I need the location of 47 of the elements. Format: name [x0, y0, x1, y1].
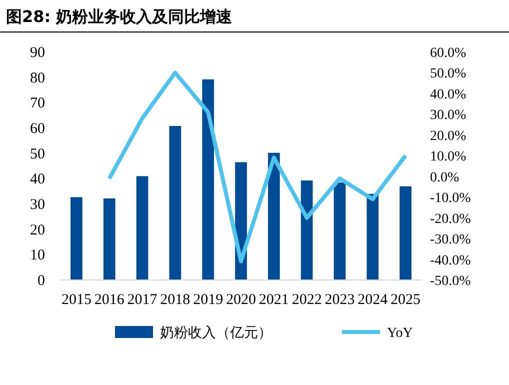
x-tick-label: 2023	[324, 292, 355, 308]
y-tick-label: 20	[30, 222, 45, 238]
bar	[70, 197, 82, 280]
y2-tick-label: 60.0%	[430, 46, 466, 61]
x-tick-label: 2019	[193, 292, 224, 308]
y2-tick-label: -40.0%	[430, 253, 472, 268]
y-tick-label: 0	[38, 273, 45, 289]
y-tick-label: 90	[30, 45, 45, 61]
bar	[334, 182, 346, 280]
bar	[400, 186, 412, 280]
x-tick-label: 2022	[292, 292, 322, 308]
y2-tick-label: 50.0%	[430, 66, 466, 82]
y2-tick-label: -10.0%	[430, 191, 472, 206]
x-tick-label: 2018	[160, 292, 190, 308]
bar	[366, 194, 379, 280]
x-tick-label: 2020	[226, 292, 256, 308]
y2-tick-label: 30.0%	[430, 108, 466, 124]
x-tick-label: 2017	[127, 292, 158, 308]
y-tick-label: 60	[30, 121, 45, 137]
y2-tick-label: 40.0%	[430, 87, 466, 102]
y-tick-label: 40	[30, 172, 45, 188]
legend-label: 奶粉收入（亿元）	[160, 325, 272, 341]
y2-tick-label: -50.0%	[430, 274, 472, 289]
y2-tick-label: -20.0%	[430, 212, 472, 227]
y2-tick-label: -30.0%	[430, 232, 472, 248]
x-tick-label: 2016	[94, 292, 125, 308]
line-series	[107, 70, 408, 264]
y-tick-label: 70	[30, 96, 45, 112]
chart-title: 图28: 奶粉业务收入及同比增速	[6, 7, 234, 26]
x-tick-label: 2024	[358, 292, 388, 308]
y2-tick-label: 20.0%	[430, 128, 466, 144]
bar	[268, 152, 280, 280]
legend-label: YoY	[387, 326, 413, 341]
y-tick-label: 50	[30, 146, 45, 162]
y-tick-label: 10	[30, 248, 45, 264]
x-tick-label: 2021	[258, 292, 289, 308]
y-tick-label: 30	[30, 197, 45, 213]
bar	[103, 198, 116, 280]
bar	[202, 79, 214, 280]
y2-tick-label: 10.0%	[430, 150, 466, 165]
y2-tick-label: 0.0%	[430, 170, 460, 186]
x-tick-label: 2015	[61, 292, 92, 308]
bar	[300, 180, 313, 280]
bar	[169, 126, 182, 280]
y-tick-label: 80	[30, 70, 45, 86]
bar	[136, 176, 148, 280]
x-tick-label: 2025	[390, 292, 421, 308]
